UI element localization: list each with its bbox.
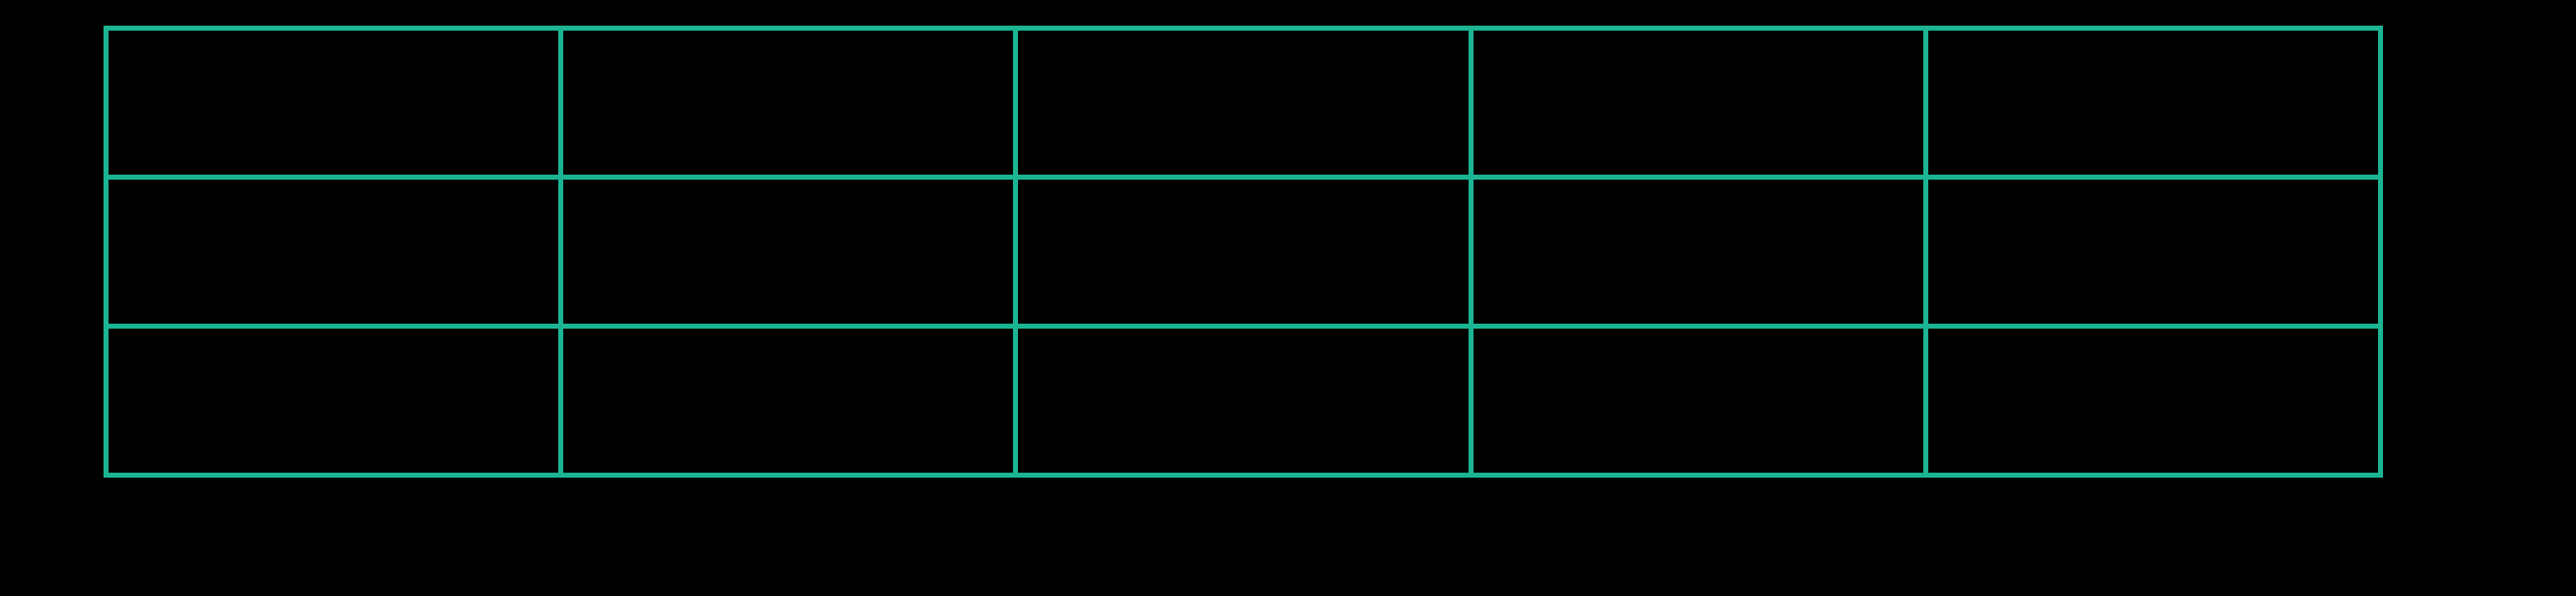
table-cell bbox=[563, 31, 1014, 175]
table-cell bbox=[109, 329, 559, 473]
table-cell bbox=[109, 31, 559, 175]
table-cell bbox=[1473, 31, 1923, 175]
table-cell bbox=[563, 180, 1014, 324]
table-cell bbox=[1018, 329, 1469, 473]
empty-data-table bbox=[104, 26, 2383, 478]
table-cell bbox=[1018, 31, 1469, 175]
table-cell bbox=[1927, 329, 2378, 473]
table-cell bbox=[109, 180, 559, 324]
table-cell bbox=[563, 329, 1014, 473]
table-cell bbox=[1927, 180, 2378, 324]
table-cell bbox=[1473, 329, 1923, 473]
table-cell bbox=[1018, 180, 1469, 324]
table-cell bbox=[1473, 180, 1923, 324]
table-cell bbox=[1927, 31, 2378, 175]
